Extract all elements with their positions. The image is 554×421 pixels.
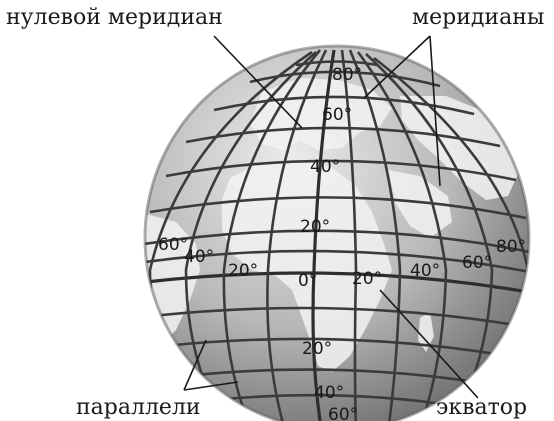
- parallel-70n: [249, 70, 441, 88]
- lat-80n-label: 80°: [332, 65, 362, 85]
- prime-meridian-pointer: [213, 35, 303, 129]
- parallel-10s: [151, 306, 523, 328]
- latitude-labels: 80° 60° 40° 20° 20° 40° 60°: [300, 65, 362, 421]
- lat-60s-label: 60°: [328, 405, 358, 421]
- parallel-10n: [145, 249, 529, 274]
- meridians-pointer-right: [429, 35, 441, 187]
- parallel-30s: [183, 368, 489, 386]
- equator-line: [145, 271, 529, 294]
- lat-40n-label: 40°: [310, 157, 340, 177]
- parallel-40n: [165, 159, 517, 182]
- meridian-e80: [365, 53, 494, 421]
- equator-caption: экватор: [436, 395, 527, 420]
- africa-landmass: [222, 160, 392, 372]
- meridian-w20: [266, 49, 328, 421]
- lon-20w-label: 20°: [228, 261, 258, 281]
- globe-rim-shade: [143, 44, 531, 421]
- meridians-caption: меридианы: [412, 5, 544, 30]
- parallels-pointer-upper: [183, 339, 207, 391]
- meridian-e20: [340, 49, 358, 421]
- meridian-e100: [373, 56, 529, 271]
- equator-pointer: [379, 289, 479, 399]
- prime-meridian-caption: нулевой меридиан: [6, 5, 223, 30]
- parallel-20n: [145, 229, 529, 254]
- lon-40w-label: 40°: [184, 247, 214, 267]
- pointer-lines: [183, 35, 479, 399]
- lon-20e-label: 20°: [352, 269, 382, 289]
- meridian-e60: [356, 51, 448, 421]
- lon-40e-label: 40°: [410, 261, 440, 281]
- parallel-20s: [163, 337, 509, 358]
- lon-60w-label: 60°: [158, 235, 188, 255]
- lat-60n-label: 60°: [322, 105, 352, 125]
- meridian-e40: [348, 49, 402, 421]
- prime-meridian-line: [311, 49, 336, 421]
- parallels-pointer-lower: [183, 381, 239, 391]
- parallels-caption: параллели: [76, 395, 201, 420]
- longitude-labels: 60° 40° 20° 0° 20° 40° 60° 80°: [158, 235, 526, 291]
- lon-60e-label: 60°: [462, 253, 492, 273]
- lon-80e-label: 80°: [496, 237, 526, 257]
- lon-0-label: 0°: [298, 271, 317, 291]
- madagascar-landmass: [418, 312, 434, 352]
- lat-20s-label: 20°: [302, 339, 332, 359]
- meridian-w40: [222, 49, 322, 421]
- lat-40s-label: 40°: [314, 383, 344, 403]
- lat-20n-label: 20°: [300, 217, 330, 237]
- meridians-pointer-left: [363, 35, 431, 99]
